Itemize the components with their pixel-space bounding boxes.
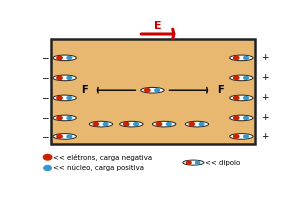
Circle shape bbox=[199, 123, 204, 126]
Text: +: + bbox=[262, 93, 269, 102]
Text: << elétrons, carga negativa: << elétrons, carga negativa bbox=[53, 154, 152, 161]
Circle shape bbox=[67, 96, 72, 99]
Circle shape bbox=[134, 123, 138, 126]
Circle shape bbox=[124, 122, 129, 126]
Circle shape bbox=[103, 123, 108, 126]
Text: +: + bbox=[262, 113, 269, 122]
Circle shape bbox=[244, 56, 248, 59]
Ellipse shape bbox=[230, 95, 253, 101]
Circle shape bbox=[244, 96, 248, 99]
Circle shape bbox=[233, 116, 239, 120]
Circle shape bbox=[57, 96, 62, 100]
Ellipse shape bbox=[120, 121, 143, 127]
Circle shape bbox=[93, 122, 98, 126]
Circle shape bbox=[233, 135, 239, 138]
Circle shape bbox=[244, 116, 248, 119]
Text: << dipolo: << dipolo bbox=[205, 160, 240, 166]
Text: −: − bbox=[40, 132, 48, 141]
Circle shape bbox=[166, 123, 171, 126]
Circle shape bbox=[57, 56, 62, 60]
Circle shape bbox=[186, 161, 191, 164]
Circle shape bbox=[57, 135, 62, 138]
Circle shape bbox=[43, 154, 52, 160]
Ellipse shape bbox=[230, 75, 253, 81]
Ellipse shape bbox=[230, 55, 253, 61]
Text: +: + bbox=[262, 73, 269, 82]
Ellipse shape bbox=[53, 134, 76, 139]
Circle shape bbox=[195, 161, 200, 164]
Text: −: − bbox=[40, 73, 48, 82]
Circle shape bbox=[156, 122, 162, 126]
Circle shape bbox=[67, 76, 72, 79]
Circle shape bbox=[67, 135, 72, 138]
Ellipse shape bbox=[53, 115, 76, 121]
Circle shape bbox=[57, 116, 62, 120]
Ellipse shape bbox=[53, 55, 76, 61]
Circle shape bbox=[244, 135, 248, 138]
Circle shape bbox=[233, 96, 239, 100]
Ellipse shape bbox=[230, 115, 253, 121]
Text: −: − bbox=[40, 53, 48, 62]
Ellipse shape bbox=[53, 95, 76, 101]
Ellipse shape bbox=[141, 87, 164, 93]
Ellipse shape bbox=[230, 134, 253, 139]
Text: F: F bbox=[81, 85, 88, 95]
Ellipse shape bbox=[183, 160, 204, 165]
Circle shape bbox=[67, 56, 72, 59]
Text: E: E bbox=[155, 21, 162, 31]
Text: +: + bbox=[262, 53, 269, 62]
Circle shape bbox=[57, 76, 62, 80]
Circle shape bbox=[189, 122, 194, 126]
Text: +: + bbox=[262, 132, 269, 141]
Ellipse shape bbox=[153, 121, 176, 127]
Circle shape bbox=[244, 76, 248, 79]
Text: −: − bbox=[40, 113, 48, 122]
Ellipse shape bbox=[53, 75, 76, 81]
Text: F: F bbox=[217, 85, 223, 95]
Text: −: − bbox=[40, 93, 48, 102]
Circle shape bbox=[67, 116, 72, 119]
Text: << núcleo, carga positiva: << núcleo, carga positiva bbox=[53, 165, 144, 171]
Circle shape bbox=[233, 76, 239, 80]
Circle shape bbox=[145, 88, 150, 92]
Circle shape bbox=[44, 166, 51, 170]
Bar bbox=[51, 39, 255, 144]
Circle shape bbox=[233, 56, 239, 60]
Ellipse shape bbox=[185, 121, 209, 127]
Ellipse shape bbox=[89, 121, 113, 127]
Circle shape bbox=[155, 89, 159, 92]
